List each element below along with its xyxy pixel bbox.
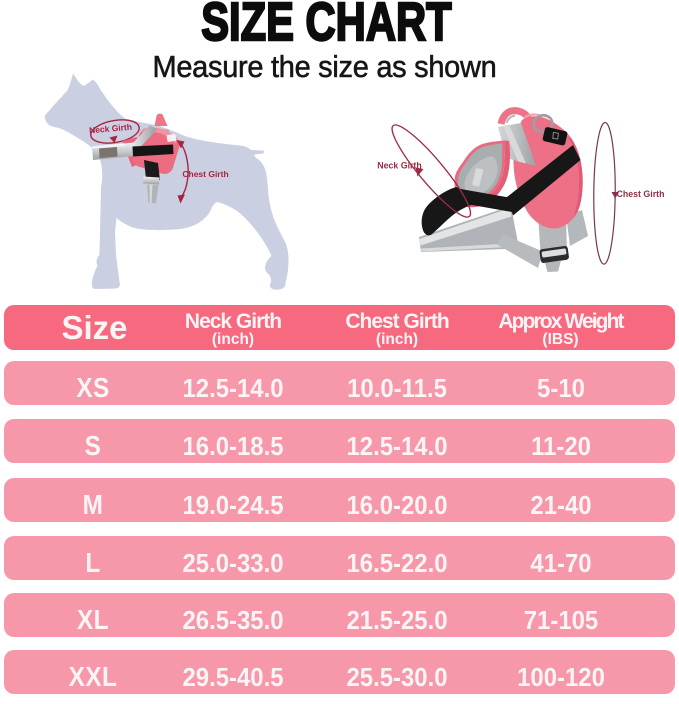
svg-text:Neck Girth: Neck Girth — [89, 122, 133, 136]
svg-text:Chest Girth: Chest Girth — [182, 169, 228, 179]
svg-text:Chest Girth: Chest Girth — [617, 189, 665, 199]
svg-text:Neck Girth: Neck Girth — [377, 161, 422, 171]
